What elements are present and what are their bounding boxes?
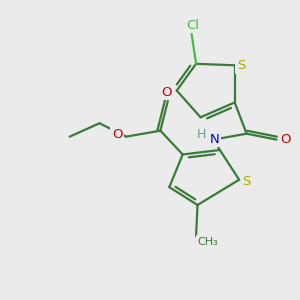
Text: O: O — [161, 85, 172, 98]
Text: CH₃: CH₃ — [198, 236, 218, 247]
Text: O: O — [280, 133, 291, 146]
Text: S: S — [237, 59, 245, 72]
Text: O: O — [112, 128, 123, 141]
Text: Cl: Cl — [187, 19, 200, 32]
Text: S: S — [242, 175, 251, 188]
Text: N: N — [210, 133, 219, 146]
Text: H: H — [197, 128, 206, 141]
